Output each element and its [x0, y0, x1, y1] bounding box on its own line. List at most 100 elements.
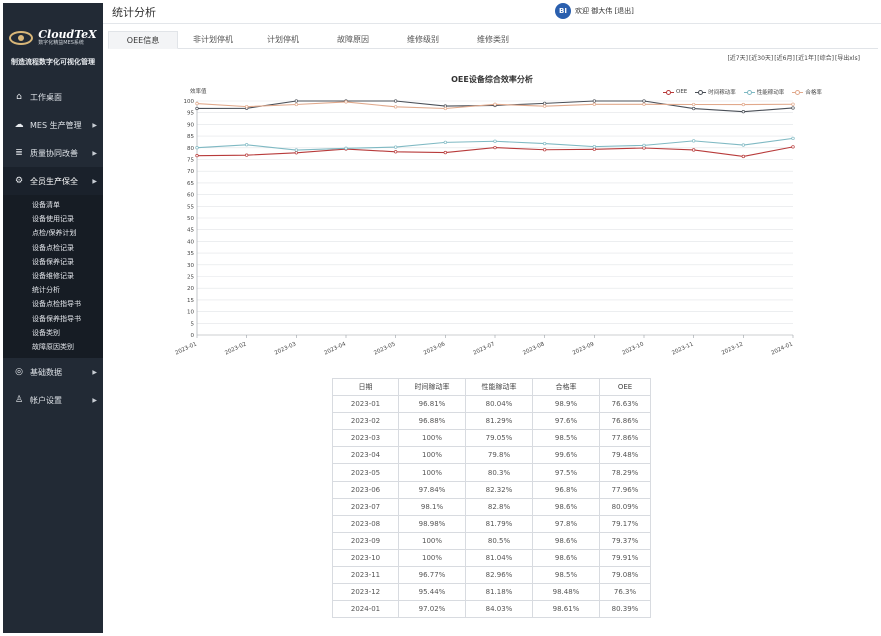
subnav-item[interactable]: 统计分析 — [32, 286, 60, 295]
table-header-cell: 性能稼动率 — [465, 377, 533, 397]
table-row: 2023-01 96.81% 80.04% 98.9% 76.63% — [332, 395, 651, 414]
table-cell: 100% — [398, 446, 466, 465]
table-cell: 82.8% — [465, 497, 533, 516]
data-point — [394, 150, 398, 154]
range-option[interactable]: [近1年] — [795, 55, 817, 62]
data-point — [592, 147, 596, 151]
table-cell: 76.63% — [599, 395, 651, 414]
sidebar-item-0[interactable]: ⌂ 工作桌面 — [3, 83, 103, 111]
table-cell: 2023-09 — [332, 531, 399, 550]
legend-swatch — [792, 89, 804, 95]
table-cell: 98.5% — [532, 429, 600, 448]
sidebar-item-3[interactable]: ⚙ 全员生产保全 ▶ — [3, 167, 103, 195]
legend-entry[interactable]: 性能稼动率 — [743, 88, 784, 96]
tab-5[interactable]: 维修类别 — [477, 35, 509, 44]
table-cell: 79.48% — [599, 446, 651, 465]
table-cell: 2023-01 — [332, 395, 399, 414]
subnav-item[interactable]: 点检/保养计划 — [32, 229, 77, 238]
table-cell: 78.29% — [599, 463, 651, 482]
subnav-item[interactable]: 设备使用记录 — [32, 215, 74, 224]
range-option[interactable]: [导出xls] — [834, 55, 860, 62]
y-tick-label: 95 — [187, 111, 194, 117]
table-cell: 79.05% — [465, 429, 533, 448]
chart-legend: OEE 时间稼动率 性能稼动率 合格率 — [663, 88, 822, 96]
table-cell: 2023-06 — [332, 480, 399, 499]
tab-3[interactable]: 故障原因 — [337, 35, 369, 44]
legend-swatch — [663, 89, 674, 95]
layers-icon: ≣ — [15, 148, 23, 158]
legend-entry[interactable]: 时间稼动率 — [695, 88, 736, 96]
data-point — [642, 143, 646, 148]
table-cell: 98.6% — [532, 497, 600, 516]
y-tick-label: 65 — [187, 181, 194, 187]
sidebar-item-4[interactable]: ◎ 基础数据 ▶ — [3, 358, 103, 386]
table-cell: 96.77% — [398, 566, 466, 585]
data-point — [692, 139, 696, 143]
y-tick-label: 55 — [187, 204, 194, 210]
sidebar-item-2[interactable]: ≣ 质量协同改善 ▶ — [3, 139, 103, 167]
table-cell: 98.1% — [398, 497, 466, 516]
x-tick-label: 2023-04 — [323, 341, 347, 356]
table-cell: 2023-04 — [332, 446, 399, 465]
table-cell: 80.04% — [465, 395, 533, 414]
legend-swatch — [695, 89, 707, 95]
subnav-item[interactable]: 设备保养指导书 — [32, 314, 81, 323]
table-cell: 97.8% — [532, 514, 600, 533]
tab-1[interactable]: 非计划停机 — [193, 35, 233, 44]
table-cell: 79.91% — [599, 548, 651, 568]
sidebar-item-5[interactable]: ♙ 帐户设置 ▶ — [3, 386, 103, 414]
range-option[interactable]: [近6月] — [774, 55, 795, 62]
subnav-item[interactable]: 设备类别 — [32, 328, 60, 337]
tab-2[interactable]: 计划停机 — [267, 35, 299, 44]
tab-0[interactable]: OEE信息 — [108, 31, 178, 49]
chevron-right-icon: ▶ — [92, 177, 97, 185]
subnav-item[interactable]: 设备点检指导书 — [32, 300, 81, 309]
data-point — [195, 146, 199, 150]
chevron-right-icon: ▶ — [92, 368, 97, 376]
subnav-item[interactable]: 故障原因类别 — [32, 342, 74, 351]
y-tick-label: 100 — [184, 99, 195, 105]
brand-row: CloudTeX 数字化精益MES系统 — [3, 29, 103, 47]
table-cell: 98.61% — [532, 600, 600, 619]
range-option[interactable]: [近30天] — [748, 55, 774, 62]
avatar[interactable]: BI — [555, 3, 571, 19]
legend-entry[interactable]: OEE — [663, 88, 687, 96]
user-box: BI 欢迎 御大伟 [退出] — [555, 3, 634, 19]
subnav-item[interactable]: 设备保养记录 — [32, 257, 74, 266]
x-tick-label: 2023-10 — [621, 341, 645, 356]
data-point — [791, 106, 795, 110]
subnav-item[interactable]: 设备清单 — [32, 201, 60, 209]
x-tick-label: 2023-12 — [721, 341, 744, 356]
welcome-logout-link[interactable]: 欢迎 御大伟 [退出] — [575, 7, 634, 15]
table-cell: 81.18% — [465, 583, 533, 602]
table-cell: 2023-02 — [332, 412, 399, 431]
sidebar-item-1[interactable]: ☁ MES 生产管理 ▶ — [3, 111, 103, 139]
table-row: 2023-12 95.44% 81.18% 98.48% 76.3% — [332, 583, 651, 602]
subnav-item[interactable]: 设备点检记录 — [32, 243, 74, 252]
tab-4[interactable]: 维修级别 — [407, 35, 439, 44]
table-cell: 76.86% — [599, 412, 651, 431]
x-tick-label: 2023-06 — [423, 341, 447, 356]
range-options: [近7天] [近30天] [近6月] [近1年] [综合] [导出xls] — [726, 53, 860, 62]
data-point — [443, 150, 447, 155]
chart-svg: 效率值 0 5 10 15 20 25 30 35 40 45 50 55 60 65 70 75 80 85 90 9… — [174, 87, 795, 357]
table-cell: 79.17% — [599, 514, 651, 533]
table-cell: 98.98% — [398, 514, 466, 533]
data-point — [741, 154, 745, 159]
table-header-cell: 日期 — [332, 377, 399, 397]
table-cell: 96.88% — [398, 412, 466, 431]
sidebar: CloudTeX 数字化精益MES系统 制造流程数字化可视化管理 ⌂ 工作桌面 ☁ M… — [3, 3, 103, 633]
table-header-cell: 时间稼动率 — [398, 377, 466, 397]
x-tick-label: 2023-02 — [224, 341, 247, 356]
data-point — [294, 148, 298, 152]
y-axis-label: 效率值 — [190, 87, 207, 95]
data-point — [394, 99, 398, 103]
range-option[interactable]: [近7天] — [727, 55, 748, 62]
table-cell: 80.3% — [465, 463, 533, 482]
range-option[interactable]: [综合] — [817, 55, 834, 62]
subnav-item[interactable]: 设备维修记录 — [32, 271, 74, 280]
table-row: 2023-03 100% 79.05% 98.5% 77.86% — [332, 429, 651, 448]
table-row: 2023-05 100% 80.3% 97.5% 78.29% — [332, 463, 651, 482]
legend-entry[interactable]: 合格率 — [792, 88, 822, 96]
